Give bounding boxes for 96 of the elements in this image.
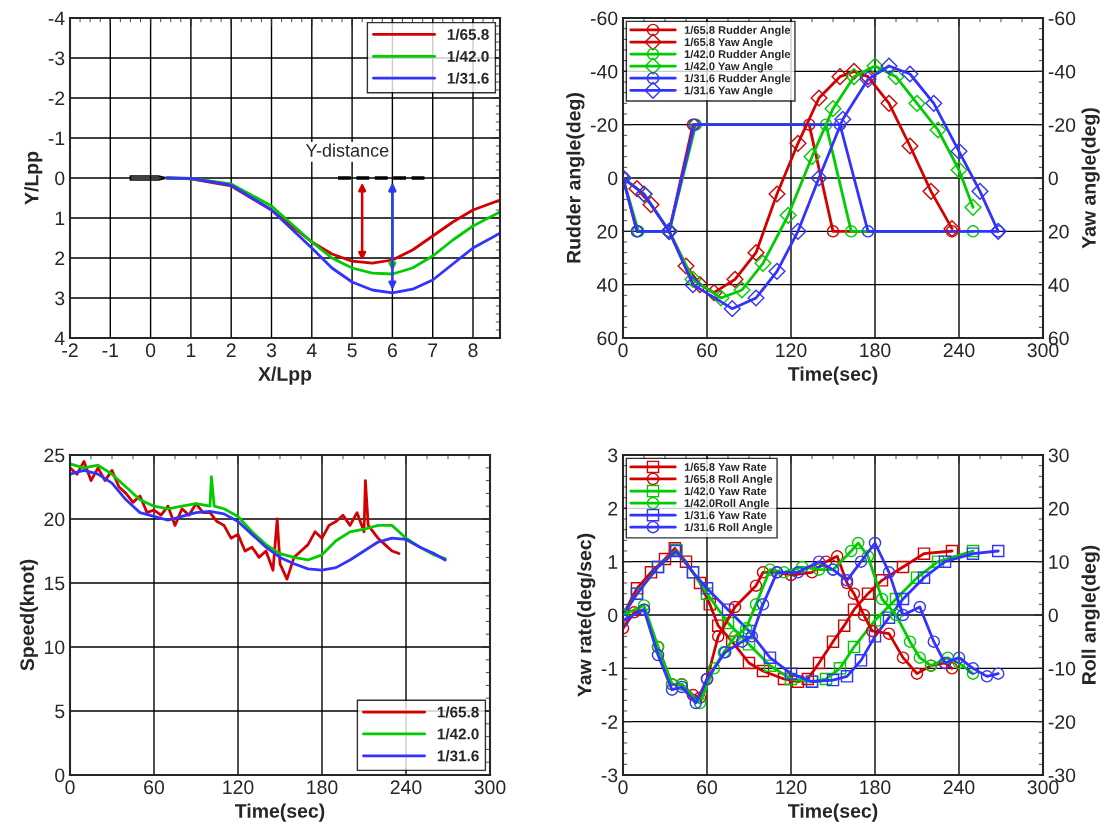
y-tick-label: -1 bbox=[48, 131, 65, 146]
x-tick-label: 240 bbox=[390, 780, 422, 795]
y-tick-label: 2 bbox=[608, 501, 618, 516]
y-tick-label: 60 bbox=[597, 331, 618, 346]
y-tick-label: 0 bbox=[55, 171, 65, 186]
y2-tick-label: 20 bbox=[1048, 501, 1069, 516]
legend-label: 1/65.8 Roll Angle bbox=[684, 474, 773, 486]
legend-label: 1/42.0 bbox=[437, 728, 479, 740]
legend-label: 1/42.0Roll Angle bbox=[684, 498, 770, 510]
y-tick-label: -3 bbox=[48, 51, 65, 66]
x-tick-label: 120 bbox=[776, 780, 807, 795]
x-tick-label: 300 bbox=[474, 780, 506, 795]
y2-tick-label: 0 bbox=[1048, 171, 1058, 186]
y-tick-label: -2 bbox=[48, 91, 65, 106]
x-tick-label: 180 bbox=[307, 780, 338, 795]
y-axis-title: Rudder angle(deg) bbox=[566, 93, 585, 263]
x-tick-label: 60 bbox=[144, 780, 165, 795]
x-tick-label: 120 bbox=[776, 343, 807, 358]
legend-label: 1/31.6 bbox=[437, 750, 479, 762]
y-tick-label: -2 bbox=[601, 715, 618, 729]
y-tick-label: 3 bbox=[608, 448, 618, 463]
y-tick-label: -3 bbox=[601, 768, 618, 783]
y2-axis-title: Roll angle(deg) bbox=[1081, 545, 1100, 684]
x-axis-title: Time(sec) bbox=[235, 803, 325, 822]
y-tick-label: 4 bbox=[54, 331, 65, 346]
x-tick-label: 3 bbox=[266, 343, 277, 358]
y-tick-label: 3 bbox=[55, 291, 65, 306]
y-tick-label: 0 bbox=[55, 768, 65, 783]
legend-label: 1/65.8 Yaw Rate bbox=[684, 462, 767, 472]
x-tick-label: 180 bbox=[860, 343, 891, 358]
x-tick-label: 60 bbox=[697, 780, 718, 795]
y2-tick-label: 0 bbox=[1048, 608, 1058, 623]
x-tick-label: 8 bbox=[468, 343, 478, 358]
y-tick-label: -1 bbox=[601, 662, 618, 676]
x-axis-title: Time(sec) bbox=[788, 366, 878, 385]
x-tick-label: 0 bbox=[618, 780, 628, 795]
x-tick-label: 120 bbox=[223, 780, 254, 795]
y2-tick-label: -20 bbox=[1048, 715, 1076, 729]
legend-label: 1/42.0 bbox=[447, 50, 489, 62]
x-tick-label: 240 bbox=[943, 343, 975, 358]
x-tick-label: 0 bbox=[145, 343, 156, 358]
y2-tick-label: 30 bbox=[1048, 448, 1069, 463]
legend-label: 1/65.8 Yaw Angle bbox=[684, 37, 773, 49]
x-tick-label: 5 bbox=[347, 343, 357, 358]
legend-label: 1/65.8 Rudder Angle bbox=[684, 25, 791, 37]
y-tick-label: 1 bbox=[55, 211, 65, 226]
x-tick-label: 4 bbox=[306, 343, 317, 357]
y-tick-label: 1 bbox=[608, 555, 618, 569]
y-tick-label: 2 bbox=[55, 251, 65, 266]
legend-label: 1/31.6 Yaw Angle bbox=[684, 86, 773, 97]
x-tick-label: 0 bbox=[65, 780, 75, 795]
legend-label: 1/31.6 Roll Angle bbox=[684, 523, 773, 534]
annotation: Y-distance bbox=[305, 143, 389, 157]
x-tick-label: 2 bbox=[226, 343, 236, 357]
legend-label: 1/65.8 bbox=[447, 28, 489, 41]
y2-tick-label: -10 bbox=[1048, 661, 1076, 676]
legend-label: 1/31.6 Rudder Angle bbox=[684, 74, 791, 85]
y-tick-label: 25 bbox=[44, 448, 65, 463]
y2-tick-label: -20 bbox=[1048, 118, 1076, 132]
y-tick-label: 20 bbox=[597, 224, 618, 239]
x-tick-label: -1 bbox=[102, 343, 118, 357]
legend-label: 1/31.6 Yaw Rate bbox=[684, 510, 767, 520]
x-tick-label: 0 bbox=[618, 343, 628, 358]
legend-label: 1/65.8 bbox=[437, 706, 479, 718]
y-tick-label: -20 bbox=[590, 118, 618, 132]
x-tick-label: 240 bbox=[943, 780, 975, 795]
y-tick-label: 5 bbox=[55, 704, 65, 719]
y-axis-title: Yaw rate(deg/sec) bbox=[577, 533, 596, 697]
y-tick-label: 15 bbox=[45, 576, 65, 591]
y2-tick-label: 20 bbox=[1048, 224, 1069, 239]
y-tick-label: -4 bbox=[48, 11, 65, 26]
y-tick-label: 40 bbox=[596, 278, 618, 292]
x-tick-label: 6 bbox=[387, 343, 397, 358]
y-tick-label: 20 bbox=[44, 512, 65, 527]
y2-tick-label: -40 bbox=[1048, 64, 1076, 79]
y-axis-title: Speed(knot) bbox=[19, 559, 38, 671]
y2-tick-label: -60 bbox=[1048, 11, 1076, 26]
x-tick-label: 1 bbox=[186, 343, 196, 357]
legend-label: 1/42.0 Yaw Rate bbox=[684, 486, 767, 496]
y-tick-label: 10 bbox=[45, 640, 65, 655]
legend-label: 1/42.0 Yaw Angle bbox=[684, 62, 773, 73]
y-tick-label: -40 bbox=[590, 64, 618, 79]
x-axis-title: X/Lpp bbox=[258, 366, 312, 385]
x-tick-label: 60 bbox=[697, 343, 718, 358]
y-axis-title: Y/Lpp bbox=[24, 151, 43, 205]
y-tick-label: 0 bbox=[608, 608, 618, 623]
y2-tick-label: 10 bbox=[1049, 555, 1069, 569]
legend-label: 1/31.6 bbox=[447, 72, 489, 84]
y-tick-label: -60 bbox=[590, 11, 618, 26]
x-tick-label: 180 bbox=[860, 780, 891, 795]
legend-label: 1/42.0 Rudder Angle bbox=[684, 49, 791, 61]
x-tick-label: 7 bbox=[428, 343, 438, 357]
y-tick-label: 0 bbox=[608, 171, 618, 186]
y2-tick-label: 40 bbox=[1048, 278, 1069, 292]
y2-axis-title: Yaw angle(deg) bbox=[1081, 108, 1100, 249]
x-axis-title: Time(sec) bbox=[788, 803, 878, 822]
